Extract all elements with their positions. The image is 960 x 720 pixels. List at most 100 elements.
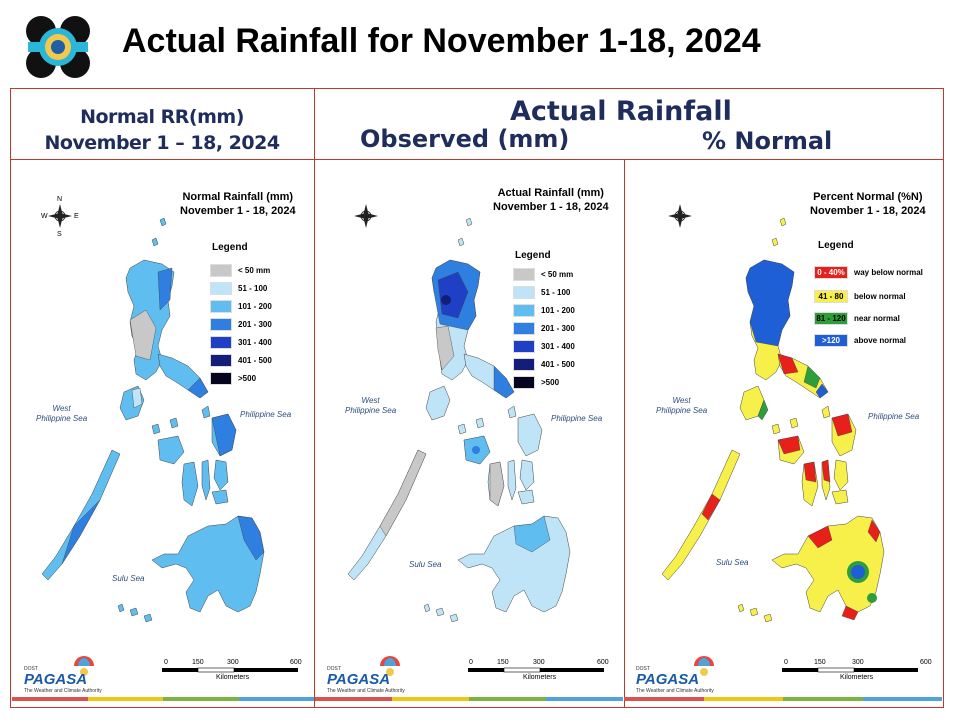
legend-item: >500 <box>210 372 256 385</box>
panel-title-line1: Percent Normal (%N) <box>813 191 923 203</box>
sea-label-line1: West <box>361 396 380 405</box>
compass-e-label: E <box>74 213 79 220</box>
sea-label-line1: West <box>52 404 71 413</box>
legend-swatch: 81 - 120 <box>814 312 848 325</box>
legend-swatch <box>210 264 232 277</box>
panel-title-line2: November 1 - 18, 2024 <box>493 201 609 213</box>
legend-item: 51 - 100 <box>513 286 570 299</box>
legend-swatch <box>210 318 232 331</box>
legend-swatch <box>210 354 232 367</box>
legend-swatch <box>210 300 232 313</box>
sulu-sea-label: Sulu Sea <box>112 574 145 583</box>
legend-item: 81 - 120 near normal <box>814 312 900 325</box>
legend-item: >120 above normal <box>814 334 906 347</box>
divider <box>11 159 943 160</box>
legend-label: < 50 mm <box>238 266 271 275</box>
compass-rose-icon <box>354 204 378 228</box>
compass-s-label: S <box>57 231 62 238</box>
legend-label: above normal <box>854 336 907 345</box>
pagasa-brand: PAGASA <box>636 671 700 688</box>
west-philippine-sea-label: West Philippine Sea <box>36 404 87 424</box>
legend-swatch: 41 - 80 <box>814 290 848 303</box>
legend-item: 0 - 40% way below normal <box>814 266 923 279</box>
panel-title-line2: November 1 - 18, 2024 <box>810 205 926 217</box>
sea-label-line2: Philippine Sea <box>36 414 88 423</box>
legend-label: near normal <box>854 314 900 323</box>
legend-item: 201 - 300 <box>210 318 272 331</box>
footer-stripe <box>12 697 314 701</box>
page-title: Actual Rainfall for November 1-18, 2024 <box>122 22 761 60</box>
legend-item: >500 <box>513 376 559 389</box>
pagasa-seal-logo <box>26 16 90 78</box>
legend-swatch <box>513 304 535 317</box>
legend-item: 101 - 200 <box>210 300 272 313</box>
legend-swatch <box>513 358 535 371</box>
legend-swatch: >120 <box>814 334 848 347</box>
legend-swatch <box>513 376 535 389</box>
legend-swatch <box>513 322 535 335</box>
legend-swatch <box>513 268 535 281</box>
legend-label: way below normal <box>854 268 923 277</box>
dost-label: DOST <box>24 666 38 672</box>
scale-tick: 0 <box>469 659 473 666</box>
percent-normal-map <box>661 204 918 676</box>
scale-tick: 150 <box>497 659 509 666</box>
panel-title-line1: Actual Rainfall (mm) <box>497 187 604 199</box>
percent-normal-panel: Percent Normal (%N) November 1 - 18, 202… <box>624 160 942 706</box>
legend-label: below normal <box>854 292 906 301</box>
scale-tick: 0 <box>164 659 168 666</box>
pagasa-brand: PAGASA <box>24 671 88 688</box>
panel-title: Normal Rainfall (mm) November 1 - 18, 20… <box>180 190 296 218</box>
pagasa-tagline: The Weather and Climate Authority <box>327 688 405 694</box>
normal-rainfall-map <box>41 204 298 676</box>
scale-tick: 300 <box>852 659 864 666</box>
dost-label: DOST <box>636 666 650 672</box>
scale-unit: Kilometers <box>523 674 557 681</box>
normal-header-line1: Normal RR(mm) <box>80 106 244 128</box>
sea-label-line2: Philippine Sea <box>345 406 397 415</box>
compass-n-label: N <box>57 196 63 203</box>
panel-title: Actual Rainfall (mm) November 1 - 18, 20… <box>493 186 609 214</box>
legend-item: 51 - 100 <box>210 282 267 295</box>
normal-header-line2: November 1 – 18, 2024 <box>44 132 280 154</box>
legend-label: 101 - 200 <box>238 302 272 311</box>
legend-item: 401 - 500 <box>210 354 272 367</box>
footer-stripe <box>624 697 942 701</box>
legend-swatch <box>210 372 232 385</box>
legend-item: < 50 mm <box>513 268 573 281</box>
legend-swatch <box>210 336 232 349</box>
sulu-sea-label: Sulu Sea <box>409 560 442 569</box>
pagasa-brand: PAGASA <box>327 671 391 688</box>
legend-swatch: 0 - 40% <box>814 266 848 279</box>
scale-tick: 0 <box>784 659 788 666</box>
west-philippine-sea-label: West Philippine Sea <box>345 396 396 416</box>
legend-label: 101 - 200 <box>541 306 575 315</box>
legend-title: Legend <box>212 242 248 253</box>
legend-title: Legend <box>515 250 551 261</box>
philippine-sea-label: Philippine Sea <box>551 414 603 423</box>
legend-swatch <box>210 282 232 295</box>
sea-label-line1: West <box>672 396 691 405</box>
legend-item: 201 - 300 <box>513 322 575 335</box>
scale-tick: 150 <box>192 659 204 666</box>
sea-label-line2: Philippine Sea <box>656 406 708 415</box>
scale-tick: 300 <box>533 659 545 666</box>
legend-label: >500 <box>541 378 560 387</box>
normal-header: Normal RR(mm) November 1 – 18, 2024 <box>12 104 312 156</box>
panel-title-line2: November 1 - 18, 2024 <box>180 205 296 217</box>
footer-stripe <box>315 697 623 701</box>
scale-tick: 600 <box>290 659 302 666</box>
legend-label: >500 <box>238 374 257 383</box>
scale-tick: 300 <box>227 659 239 666</box>
west-philippine-sea-label: West Philippine Sea <box>656 396 707 416</box>
legend-item: 101 - 200 <box>513 304 575 317</box>
legend-swatch <box>513 340 535 353</box>
pagasa-tagline: The Weather and Climate Authority <box>636 688 714 694</box>
legend-label: 401 - 500 <box>541 360 575 369</box>
observed-rainfall-panel: Actual Rainfall (mm) November 1 - 18, 20… <box>315 160 623 706</box>
legend-item: 301 - 400 <box>513 340 575 353</box>
scale-tick: 600 <box>597 659 609 666</box>
philippine-sea-label: Philippine Sea <box>868 412 920 421</box>
legend-item: 301 - 400 <box>210 336 272 349</box>
legend-label: 301 - 400 <box>541 342 575 351</box>
